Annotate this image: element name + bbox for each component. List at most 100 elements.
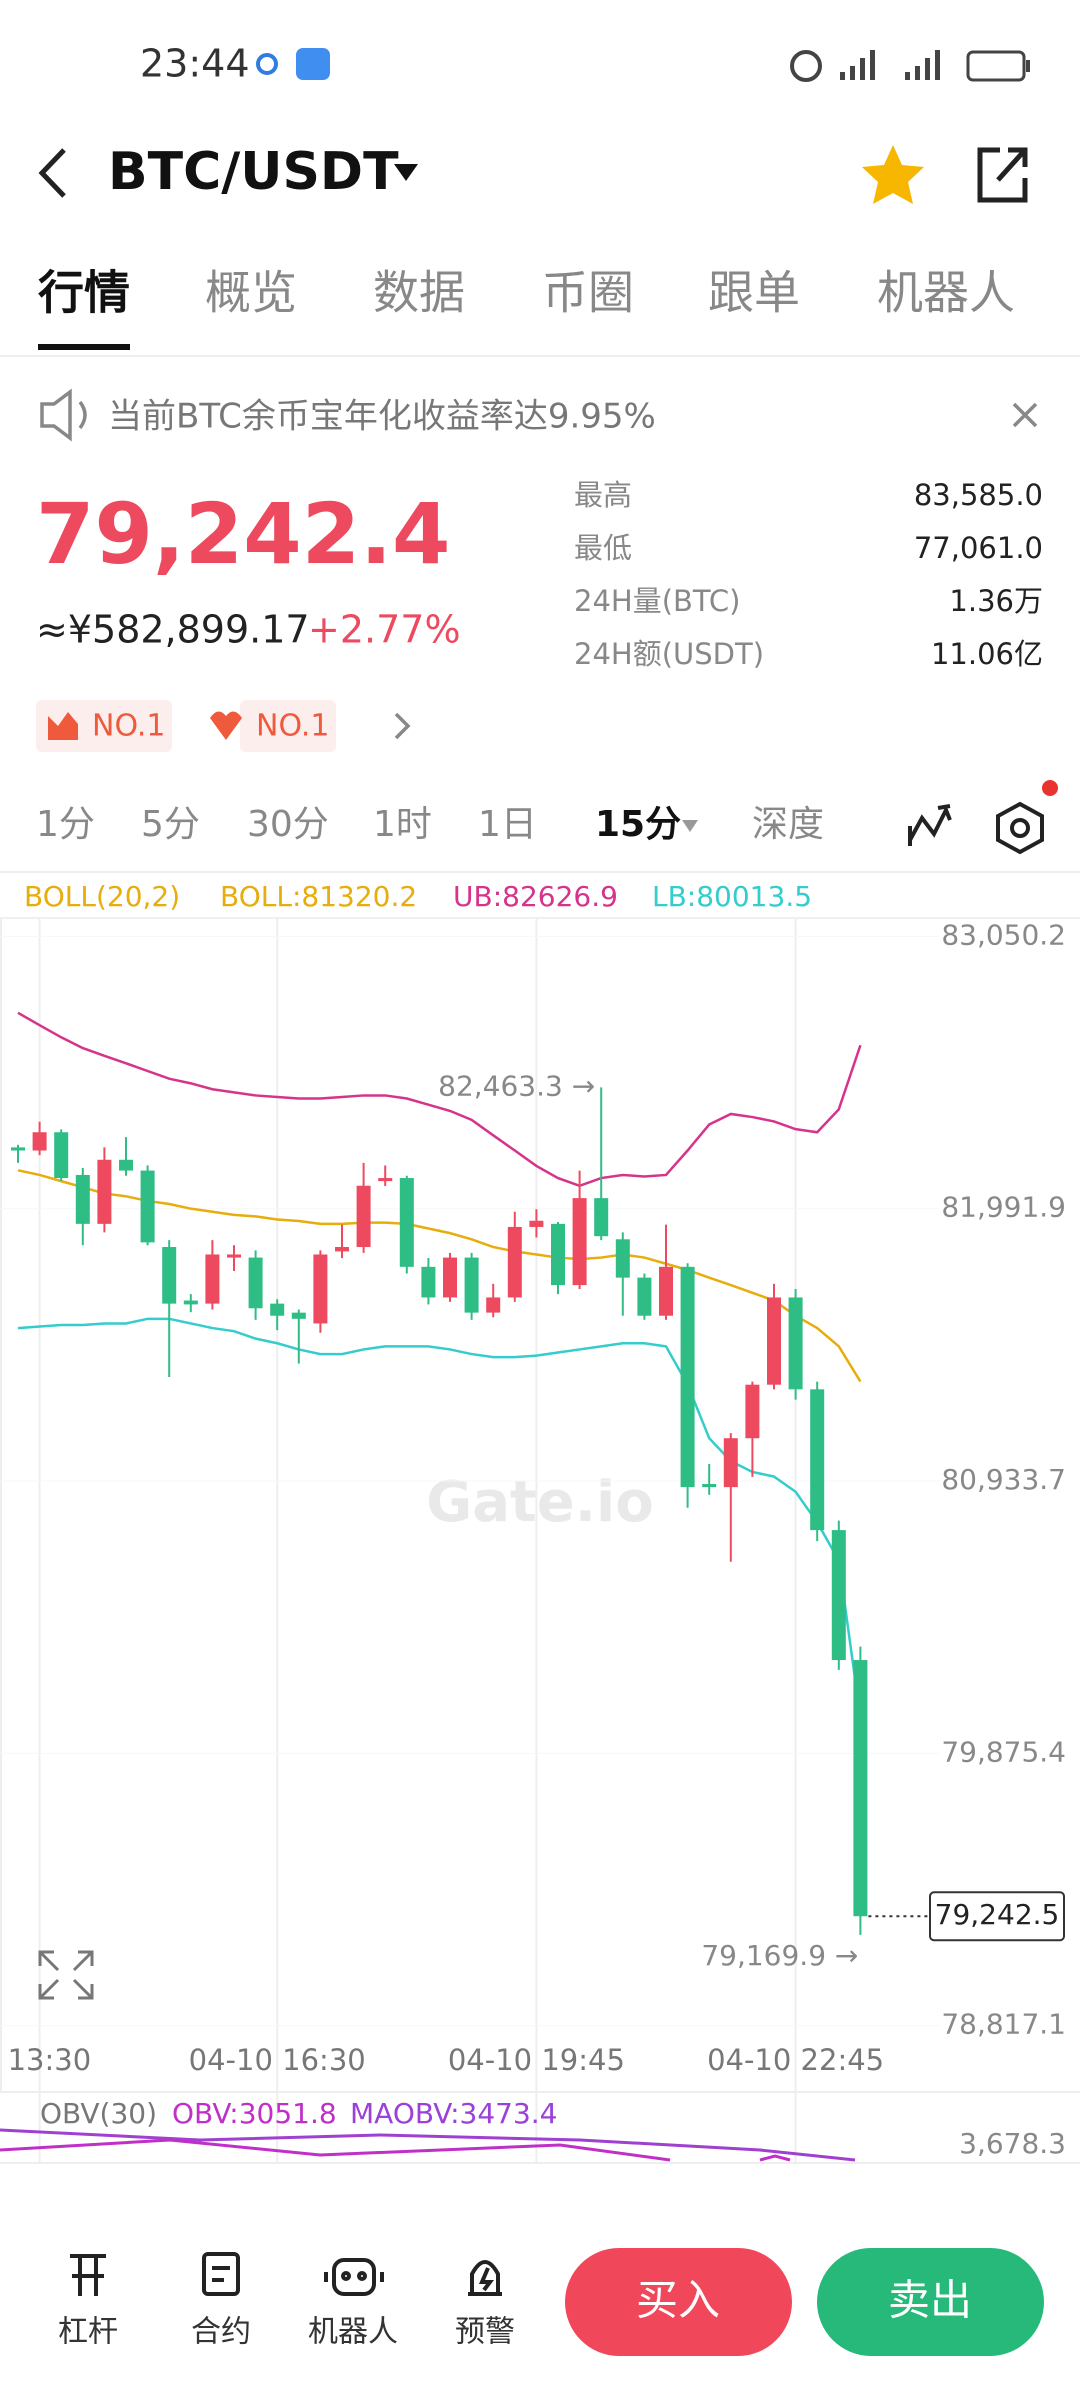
favorite-star[interactable] — [862, 145, 924, 204]
interval-dropdown — [682, 820, 698, 832]
boll-line — [17, 1169, 862, 1383]
candle-body — [313, 1254, 328, 1324]
stat-label: 最低 — [574, 531, 632, 565]
obv-tick: 3,678.3 — [959, 2127, 1066, 2160]
candle-body — [788, 1297, 803, 1390]
low-label: 79,169.9 → — [701, 1939, 858, 1972]
badge-icon — [210, 711, 242, 740]
stat-value: 77,061.0 — [914, 531, 1043, 565]
indicator-button[interactable] — [908, 804, 952, 846]
candle-body — [162, 1247, 177, 1304]
candle-body — [11, 1147, 25, 1151]
candle-body — [745, 1384, 760, 1439]
status-icon — [256, 53, 278, 75]
candle-body — [615, 1239, 630, 1278]
notice-text[interactable]: 当前BTC余币宝年化收益率达9.95% — [108, 397, 656, 437]
high-label: 82,463.3 → — [438, 1069, 595, 1102]
status-icons — [790, 50, 1030, 82]
interval[interactable]: 1日 — [478, 804, 537, 845]
candle-body — [119, 1159, 133, 1171]
candle-body — [659, 1266, 673, 1316]
buy-button[interactable] — [565, 2248, 792, 2356]
candle-body — [464, 1257, 479, 1313]
obv-line — [0, 2128, 856, 2162]
candle-body — [486, 1297, 501, 1313]
candle-body — [248, 1257, 263, 1309]
boll-line — [17, 1011, 862, 1188]
nav-icons — [70, 2252, 502, 2296]
nav-label[interactable]: 合约 — [191, 2315, 251, 2350]
candle-body — [270, 1303, 285, 1316]
obv-value: OBV:3051.8 — [172, 2097, 337, 2130]
candle-body — [594, 1198, 609, 1237]
bottom-nav: 杠杆 合约 机器人 预警 — [58, 2315, 515, 2350]
fullscreen-button[interactable] — [38, 1950, 94, 2000]
interval[interactable]: 1时 — [373, 804, 432, 845]
more-chevron[interactable] — [394, 712, 411, 740]
candle-body — [507, 1226, 522, 1298]
nav-label[interactable]: 杠杆 — [58, 2315, 118, 2350]
candle-body — [767, 1297, 781, 1385]
buy-label[interactable]: 买入 — [636, 2276, 720, 2325]
candle-body — [637, 1277, 652, 1316]
stat-value: 11.06亿 — [931, 637, 1043, 671]
candle-body — [572, 1198, 587, 1286]
tab[interactable]: 跟单 — [708, 266, 800, 320]
candle-body — [378, 1178, 393, 1182]
interval[interactable]: 15分 — [595, 804, 681, 845]
candle-body — [680, 1266, 695, 1488]
candle-body — [97, 1159, 112, 1224]
settings-button[interactable] — [996, 801, 1044, 855]
interval[interactable]: 深度 — [752, 804, 824, 845]
cny-price: ≈¥582,899.17 — [36, 608, 310, 652]
notice-close[interactable] — [1012, 402, 1038, 428]
candle-body — [32, 1132, 47, 1151]
candle-body — [140, 1170, 155, 1243]
badge-text: NO.1 — [256, 709, 329, 744]
last-price-tag: 79,242.5 — [935, 1898, 1060, 1931]
stat-label: 24H量(BTC) — [574, 584, 741, 618]
tab[interactable]: 机器人 — [877, 266, 1015, 320]
candle-body — [227, 1254, 241, 1258]
stat-value: 83,585.0 — [914, 478, 1043, 512]
sell-label[interactable]: 卖出 — [888, 2276, 972, 2325]
tab[interactable]: 概览 — [205, 266, 297, 320]
stat-label: 最高 — [574, 478, 632, 512]
interval[interactable]: 5分 — [141, 804, 200, 845]
badge[interactable] — [240, 700, 336, 752]
interval-bar: 1分 5分 30分 1时 1日 15分 深度 — [36, 804, 824, 845]
candlestick-chart: 13:30 04-10 16:30 04-10 19:45 04-10 22:45 83… — [0, 918, 1066, 2163]
badge-text: NO.1 — [92, 709, 165, 744]
price-change: +2.77% — [308, 608, 461, 652]
back-button[interactable] — [38, 148, 66, 198]
nav-label[interactable]: 机器人 — [308, 2315, 398, 2350]
pair-dropdown[interactable] — [394, 164, 418, 181]
interval[interactable]: 30分 — [247, 804, 329, 845]
tab[interactable]: 币圈 — [542, 266, 634, 320]
y-tick-label: 79,875.4 — [941, 1735, 1066, 1768]
last-price-box — [929, 1891, 1065, 1942]
tab[interactable]: 行情 — [38, 266, 130, 320]
last-price: 79,242.4 — [36, 485, 451, 583]
candle-body — [399, 1178, 414, 1267]
nav-label[interactable]: 预警 — [455, 2315, 515, 2350]
lb-value: LB:80013.5 — [652, 880, 812, 913]
candle-body — [529, 1220, 544, 1227]
x-tick-label: 04-10 19:45 — [448, 2043, 625, 2077]
candle-body — [551, 1223, 565, 1286]
candle-body — [421, 1266, 436, 1298]
x-tick-label: 04-10 22:45 — [707, 2043, 884, 2077]
tab-underline — [38, 344, 130, 350]
share-button[interactable] — [977, 147, 1028, 203]
maobv-value: MAOBV:3473.4 — [350, 2097, 557, 2130]
candle-body — [443, 1257, 457, 1298]
watermark: Gate.io — [426, 1470, 653, 1535]
x-tick-label: 13:30 — [8, 2043, 92, 2077]
pair-title[interactable]: BTC/USDT — [108, 142, 399, 202]
sell-button[interactable] — [817, 2248, 1044, 2356]
interval[interactable]: 1分 — [36, 804, 95, 845]
tab[interactable]: 数据 — [373, 266, 465, 320]
y-tick-label: 83,050.2 — [941, 918, 1066, 951]
